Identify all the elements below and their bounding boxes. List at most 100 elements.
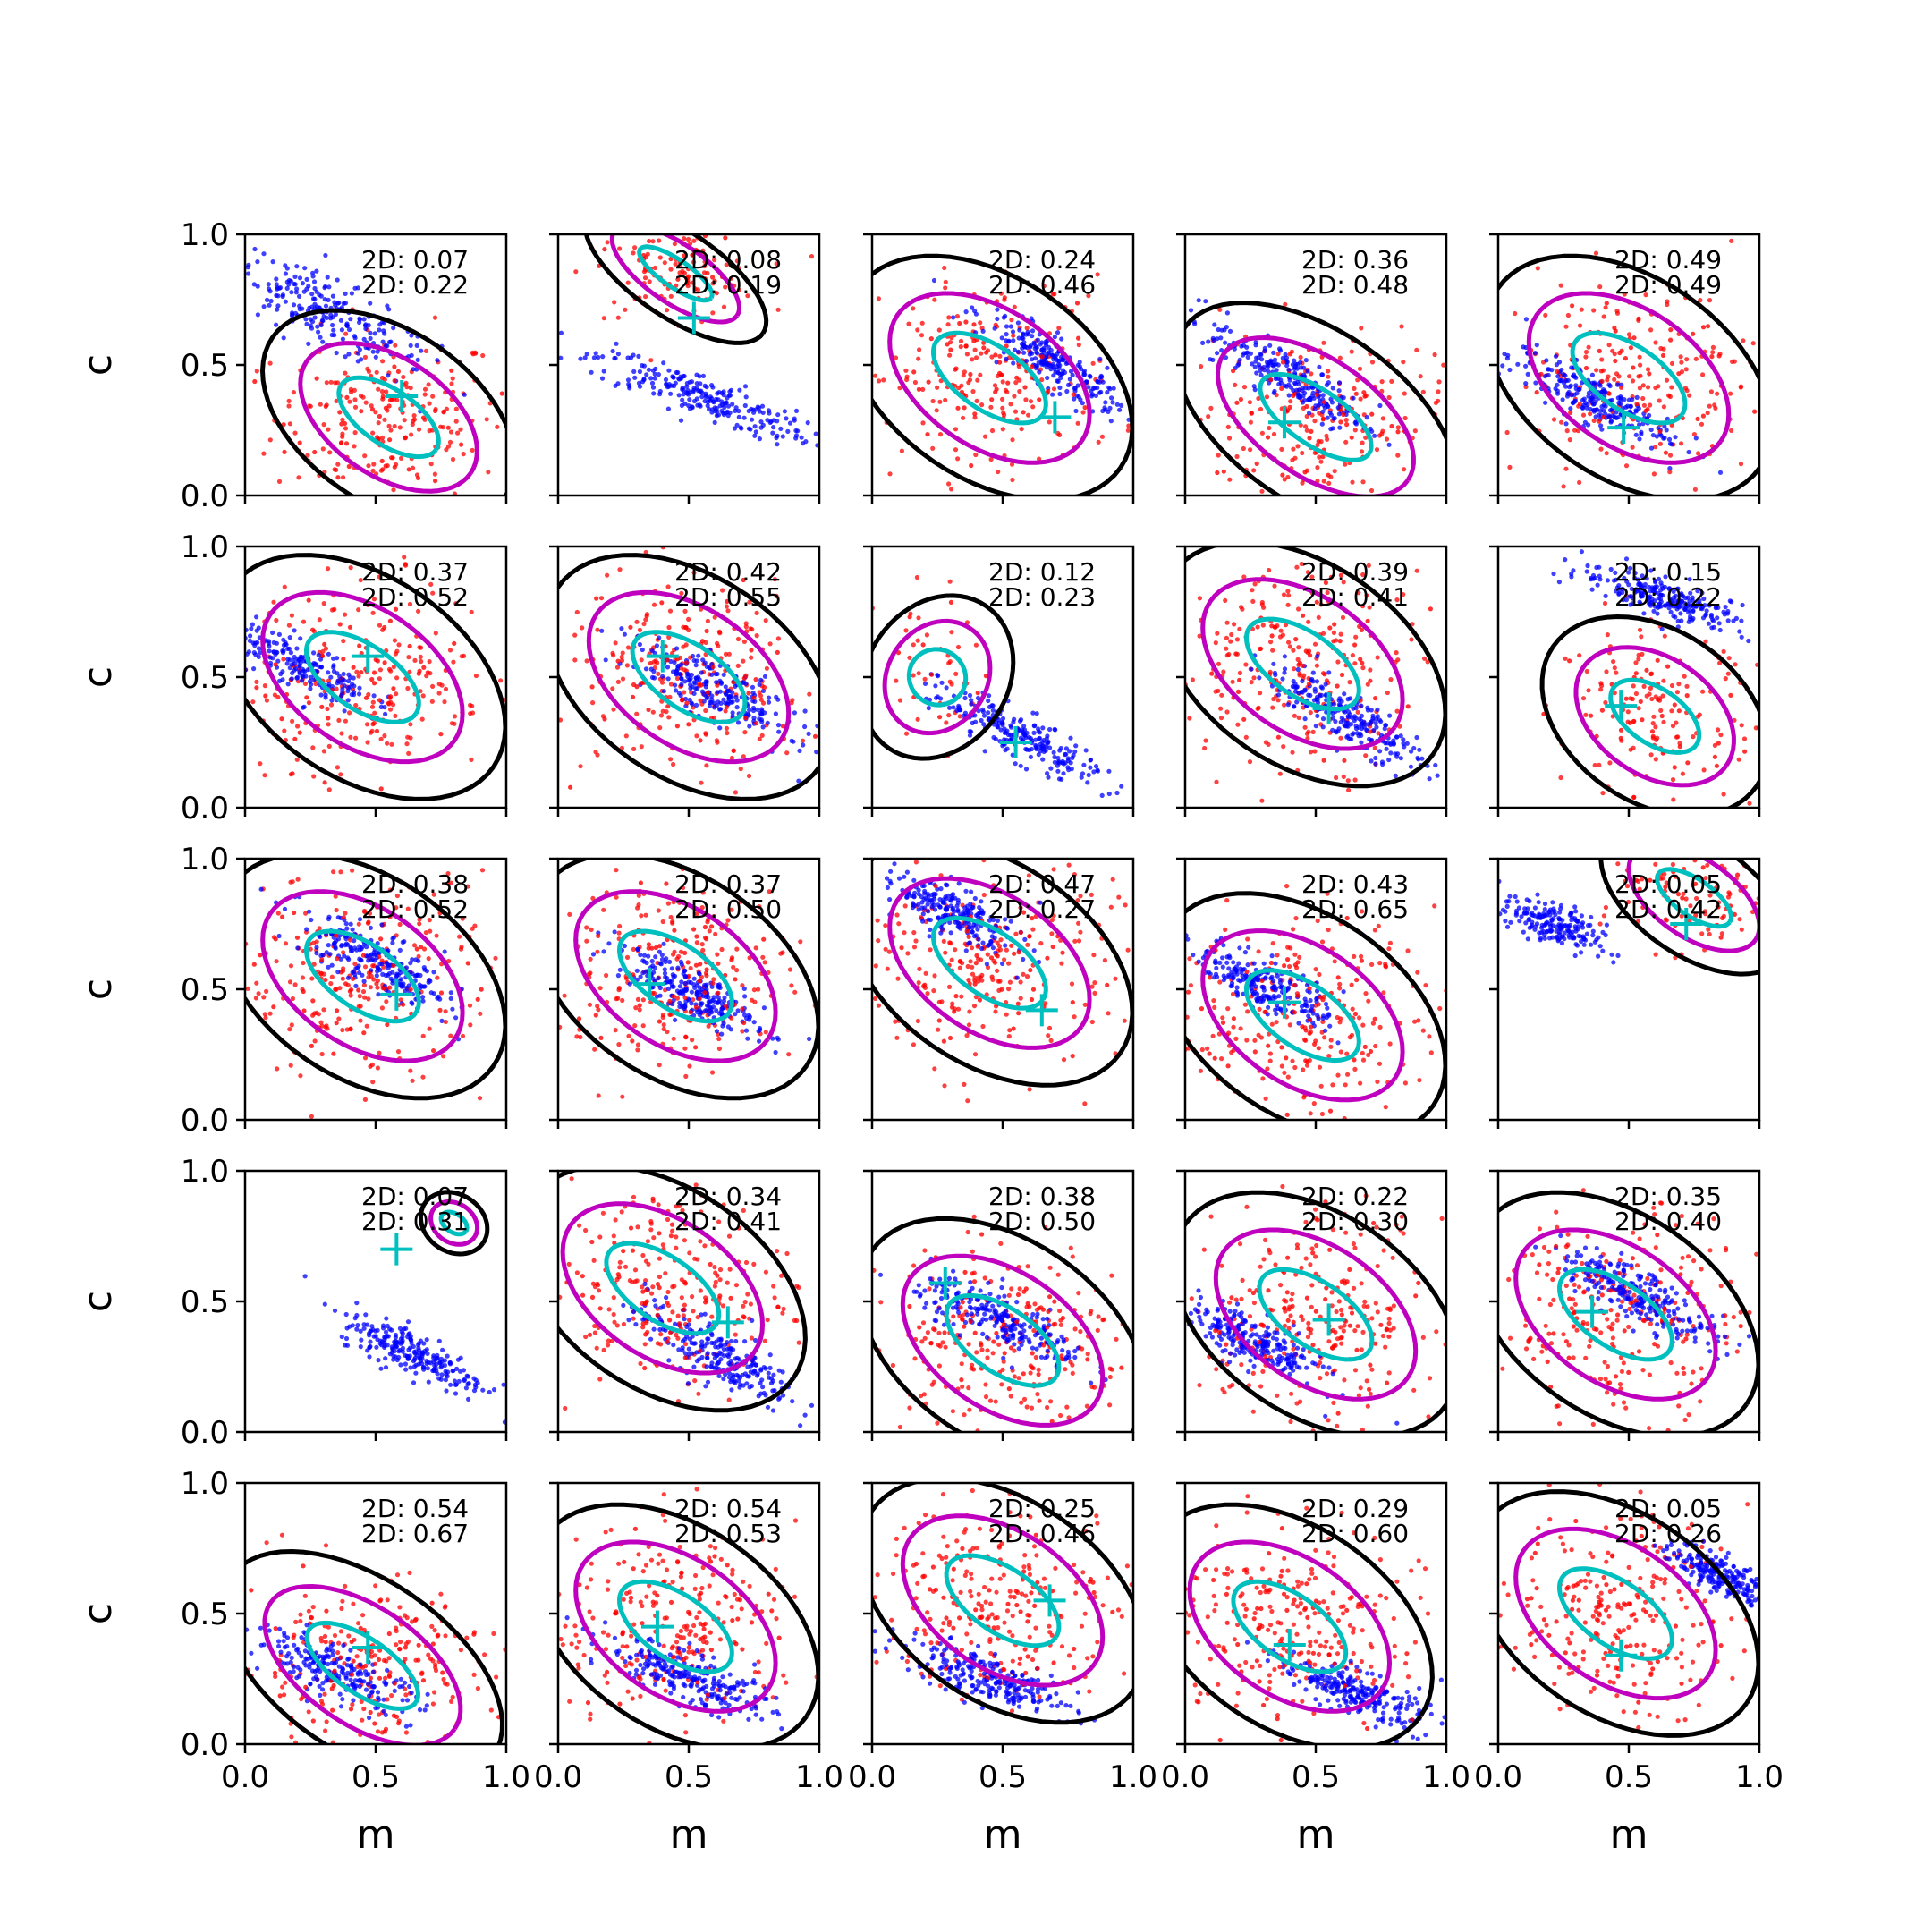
red-point (1667, 453, 1674, 458)
blue-point (1374, 724, 1379, 730)
red-point (1750, 341, 1756, 346)
red-point (297, 440, 302, 445)
blue-point (1628, 602, 1633, 607)
blue-point (312, 285, 318, 292)
red-point (282, 449, 287, 454)
blue-point (352, 938, 357, 944)
red-point (682, 690, 687, 695)
red-point (1004, 343, 1009, 349)
blue-point (1409, 749, 1414, 754)
red-point (714, 291, 719, 296)
red-point (1233, 651, 1239, 657)
blue-point (1079, 775, 1084, 780)
red-point (402, 418, 407, 423)
blue-point (1188, 308, 1194, 313)
blue-point (1262, 368, 1267, 373)
red-point (282, 728, 287, 733)
red-point (1712, 754, 1717, 759)
red-point (686, 236, 691, 242)
red-point (1241, 385, 1248, 390)
blue-point (707, 406, 712, 412)
red-point (1216, 661, 1222, 666)
blue-point (1641, 611, 1647, 616)
red-point (358, 1018, 363, 1023)
red-point (1022, 385, 1028, 390)
blue-point (1585, 402, 1590, 408)
red-point (264, 988, 269, 994)
red-point (1738, 385, 1743, 390)
blue-point (705, 695, 710, 701)
blue-point (378, 704, 384, 710)
red-point (334, 467, 339, 473)
red-point (1301, 673, 1307, 678)
red-point (258, 761, 263, 767)
blue-point (275, 658, 281, 664)
red-point (1241, 716, 1247, 722)
blue-point (1348, 696, 1353, 701)
blue-point (415, 357, 420, 362)
blue-point (1568, 406, 1573, 411)
red-point (264, 698, 269, 703)
red-point (594, 596, 599, 601)
red-point (1221, 469, 1226, 474)
red-point (411, 413, 417, 419)
blue-point (1690, 595, 1695, 600)
magenta-contour (1200, 577, 1405, 751)
red-point (1314, 663, 1319, 668)
red-point (450, 376, 455, 381)
red-point (1625, 719, 1631, 724)
blue-point (1004, 332, 1009, 337)
blue-point (762, 710, 767, 716)
red-point (353, 702, 359, 708)
blue-point (619, 626, 624, 631)
red-point (443, 1019, 448, 1025)
red-point (411, 417, 417, 422)
blue-point (967, 692, 973, 699)
red-point (1308, 750, 1314, 755)
blue-point (771, 418, 776, 423)
red-point (286, 623, 292, 628)
red-point (1355, 377, 1360, 383)
blue-point (368, 301, 373, 306)
red-point (387, 695, 393, 700)
red-point (1295, 444, 1301, 449)
blue-point (742, 384, 749, 389)
red-point (1523, 384, 1529, 390)
blue-point (340, 687, 345, 692)
red-point (1279, 446, 1284, 452)
red-point (904, 377, 910, 383)
red-point (303, 911, 309, 916)
red-point (1005, 380, 1011, 386)
blue-point (246, 649, 251, 655)
red-point (1291, 648, 1296, 653)
blue-point (1566, 389, 1572, 395)
red-point (1653, 724, 1658, 730)
red-point (1678, 354, 1683, 360)
blue-point (323, 252, 328, 258)
red-point (694, 733, 699, 739)
red-point (1558, 775, 1563, 781)
blue-point (1571, 568, 1576, 573)
blue-point (1333, 719, 1338, 724)
blue-point (1740, 602, 1745, 608)
red-point (382, 624, 387, 631)
plot-area (1498, 238, 1759, 496)
blue-point (292, 282, 298, 287)
red-point (1589, 713, 1594, 718)
red-point (288, 963, 294, 969)
red-point (812, 733, 818, 739)
red-point (1307, 436, 1312, 441)
red-point (955, 456, 961, 462)
red-point (754, 610, 759, 616)
red-point (1682, 674, 1687, 679)
red-point (473, 673, 479, 679)
red-point (1352, 642, 1358, 648)
blue-point (1393, 773, 1398, 779)
red-point (288, 879, 293, 885)
blue-point (307, 909, 312, 914)
blue-point (1746, 638, 1751, 644)
blue-point (656, 372, 662, 377)
blue-point (361, 979, 367, 984)
blue-point (1292, 689, 1299, 694)
blue-point (715, 671, 720, 677)
